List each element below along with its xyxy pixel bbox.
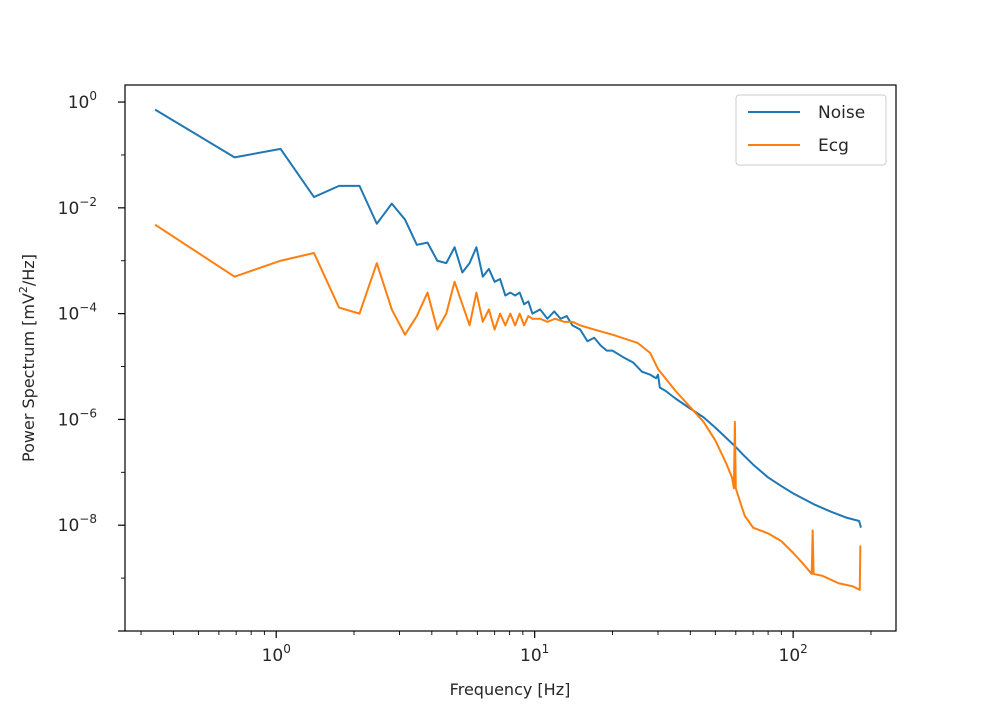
y-tick-label: 10−8 bbox=[58, 512, 97, 536]
y-tick-label: 10−2 bbox=[58, 195, 97, 219]
x-tick-label: 100 bbox=[262, 642, 291, 666]
plot-area: 100 101 102 100 10−2 10−4 10−6 10−8 bbox=[58, 84, 897, 666]
series-group bbox=[154, 108, 862, 591]
series-line-ecg bbox=[154, 223, 862, 591]
legend-label-ecg: Ecg bbox=[818, 136, 849, 156]
axes-background bbox=[125, 85, 896, 631]
y-axis-label: Power Spectrum [mV2/Hz] bbox=[17, 254, 38, 462]
legend: Noise Ecg bbox=[735, 94, 887, 166]
series-line-noise bbox=[154, 108, 862, 528]
y-axis-label-main: Power Spectrum [mV bbox=[19, 293, 38, 462]
y-tick-label: 100 bbox=[68, 89, 97, 113]
x-axis-label: Frequency [Hz] bbox=[450, 680, 571, 699]
x-tick-label: 102 bbox=[779, 642, 808, 666]
y-axis-ticks: 100 10−2 10−4 10−6 10−8 bbox=[58, 89, 125, 632]
axes-frame bbox=[124, 84, 897, 632]
x-tick-label: 101 bbox=[520, 642, 549, 666]
legend-label-noise: Noise bbox=[818, 103, 865, 123]
y-axis-label-unit: /Hz] bbox=[19, 254, 38, 286]
y-axis-label-sup: 2 bbox=[17, 286, 30, 293]
y-tick-label: 10−4 bbox=[58, 301, 97, 325]
y-tick-label: 10−6 bbox=[58, 406, 97, 430]
x-axis-ticks: 100 101 102 bbox=[140, 631, 872, 666]
